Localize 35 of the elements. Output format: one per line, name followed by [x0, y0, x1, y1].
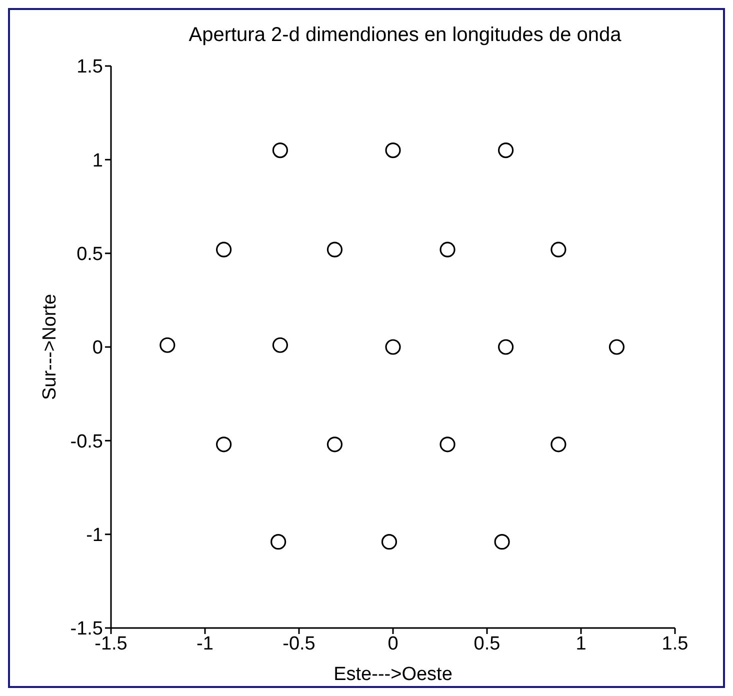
- point: [216, 242, 232, 258]
- y-tick-label: 0.5: [76, 244, 103, 266]
- y-tick-label: 1: [92, 150, 103, 172]
- point: [608, 339, 625, 355]
- y-tick-label: -0.5: [70, 431, 103, 452]
- y-tick-label: -1.5: [70, 618, 103, 640]
- point: [385, 339, 401, 355]
- y-tick-label: 1.5: [76, 56, 103, 78]
- x-tick-label: 1: [576, 633, 586, 654]
- x-axis-title: Este--->Oeste: [334, 664, 452, 685]
- point: [498, 339, 514, 355]
- point: [550, 242, 566, 258]
- point: [385, 142, 401, 158]
- point: [494, 534, 510, 550]
- y-tick-label: 0: [92, 338, 103, 359]
- point: [550, 436, 566, 452]
- point: [381, 534, 398, 550]
- y-tick-label: -1: [86, 525, 103, 546]
- y-axis-title: Sur--->Norte: [40, 294, 61, 400]
- point: [272, 142, 288, 158]
- point: [160, 337, 176, 353]
- point: [270, 534, 286, 550]
- x-tick-label: 0: [388, 633, 398, 654]
- point: [216, 436, 232, 452]
- point: [272, 337, 288, 353]
- chart-title: Apertura 2-d dimendiones en longitudes de onda: [188, 24, 622, 47]
- x-tick-label: 1.5: [662, 633, 688, 654]
- point: [498, 142, 514, 158]
- point: [440, 242, 456, 258]
- x-tick-label: 0.5: [474, 633, 500, 654]
- x-tick-label: -0.5: [282, 633, 316, 654]
- point: [326, 242, 343, 258]
- x-tick-label: -1: [196, 633, 214, 654]
- point: [440, 436, 456, 452]
- point: [326, 436, 343, 452]
